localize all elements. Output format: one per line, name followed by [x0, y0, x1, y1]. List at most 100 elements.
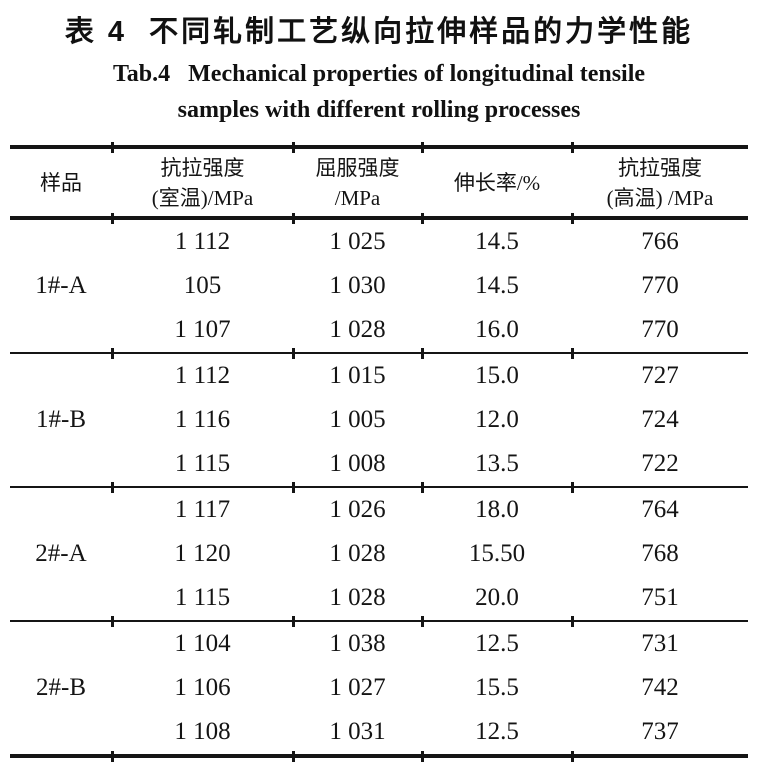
cell-tensile-rt: 1 115	[174, 584, 231, 611]
cell-tensile-rt: 105	[183, 272, 222, 299]
column-divider-tick	[291, 142, 295, 153]
column-divider-tick	[110, 482, 114, 493]
column-divider-tick	[291, 348, 295, 359]
cell-yield: 1 015	[329, 362, 386, 389]
cell-tensile-ht: 737	[641, 718, 679, 745]
table-row: 1 108 1 031 12.5 737	[10, 710, 748, 756]
cell-tensile-rt: 1 116	[174, 406, 231, 433]
column-divider-tick	[570, 142, 574, 153]
col-header-yield-line2: /MPa	[334, 185, 381, 210]
table-row: 1#-B 1 112 1 015 15.0 727	[10, 353, 748, 433]
cell-tensile-ht: 766	[641, 228, 679, 255]
table-row: 1 107 1 028 16.0 770	[10, 308, 748, 353]
column-divider-tick	[420, 348, 424, 359]
cell-tensile-rt: 1 117	[174, 496, 231, 523]
column-divider-tick	[570, 213, 574, 224]
cell-elongation: 16.0	[475, 316, 519, 343]
cell-tensile-rt: 1 120	[174, 540, 231, 567]
col-header-tensile-rt-line2: (室温)/MPa	[151, 185, 254, 210]
table-title-english-line2: samples with different rolling processes	[177, 97, 581, 123]
cell-yield: 1 008	[329, 450, 386, 477]
column-divider-tick	[570, 616, 574, 627]
col-header-sample-label: 样品	[40, 170, 82, 195]
sample-label: 1#-A	[35, 272, 87, 299]
column-divider-tick	[420, 213, 424, 224]
cell-tensile-rt: 1 106	[174, 674, 231, 701]
sample-label: 2#-A	[35, 540, 87, 567]
column-divider-tick	[420, 482, 424, 493]
cell-tensile-rt: 1 108	[174, 718, 231, 745]
col-header-tensile-rt: 抗拉强度 (室温)/MPa	[112, 147, 293, 218]
cell-tensile-rt: 1 115	[174, 450, 231, 477]
cell-elongation: 15.5	[475, 674, 519, 701]
table-header: 样品 抗拉强度 (室温)/MPa 屈服强度 /MPa 伸长率/% 抗拉强度	[10, 147, 748, 218]
cell-yield: 1 030	[329, 272, 386, 299]
cell-yield: 1 025	[329, 228, 386, 255]
col-header-yield-line1: 屈服强度	[315, 155, 400, 180]
cell-yield: 1 005	[329, 406, 386, 433]
column-divider-tick	[291, 213, 295, 224]
table-title-chinese: 表 4 不同轧制工艺纵向拉伸样品的力学性能	[64, 16, 694, 48]
cell-yield: 1 026	[329, 496, 386, 523]
cell-elongation: 15.0	[475, 362, 519, 389]
table-row: 1 115 1 008 13.5 722	[10, 442, 748, 487]
column-divider-tick	[420, 616, 424, 627]
table-row: 1#-A 1 112 1 025 14.5 766	[10, 218, 748, 299]
cell-yield: 1 028	[329, 584, 386, 611]
cell-tensile-ht: 768	[641, 540, 679, 567]
column-divider-tick	[110, 142, 114, 153]
cell-tensile-ht: 764	[641, 496, 679, 523]
mechanical-properties-table: 样品 抗拉强度 (室温)/MPa 屈服强度 /MPa 伸长率/% 抗拉强度	[10, 145, 748, 758]
cell-elongation: 13.5	[475, 450, 519, 477]
cell-elongation: 12.0	[475, 406, 519, 433]
cell-tensile-rt: 1 104	[174, 630, 231, 657]
cell-tensile-ht: 722	[641, 450, 679, 477]
column-divider-tick	[291, 616, 295, 627]
col-header-yield: 屈服强度 /MPa	[293, 147, 422, 218]
table-row: 1 120 1 028 15.50 768	[10, 532, 748, 576]
cell-tensile-rt: 1 107	[174, 316, 231, 343]
col-header-tensile-rt-line1: 抗拉强度	[160, 155, 245, 180]
table-wrapper: 样品 抗拉强度 (室温)/MPa 屈服强度 /MPa 伸长率/% 抗拉强度	[10, 142, 748, 762]
column-divider-tick	[110, 348, 114, 359]
col-header-sample: 样品	[10, 147, 112, 218]
cell-yield: 1 028	[329, 540, 386, 567]
table-row: 1 116 1 005 12.0 724	[10, 398, 748, 442]
cell-tensile-ht: 724	[641, 406, 679, 433]
cell-yield: 1 028	[329, 316, 386, 343]
cell-elongation: 14.5	[475, 272, 519, 299]
cell-tensile-rt: 1 112	[174, 362, 231, 389]
cell-tensile-ht: 770	[641, 272, 679, 299]
header-row: 样品 抗拉强度 (室温)/MPa 屈服强度 /MPa 伸长率/% 抗拉强度	[10, 147, 748, 218]
column-divider-tick	[570, 348, 574, 359]
cell-tensile-ht: 727	[641, 362, 679, 389]
column-divider-tick	[110, 213, 114, 224]
cell-elongation: 15.50	[468, 540, 526, 567]
col-header-tensile-ht: 抗拉强度 (高温) /MPa	[572, 147, 748, 218]
sample-label: 2#-B	[36, 674, 86, 701]
column-divider-tick	[570, 751, 574, 762]
cell-yield: 1 031	[329, 718, 386, 745]
column-divider-tick	[420, 142, 424, 153]
cell-elongation: 14.5	[475, 228, 519, 255]
table-row: 2#-B 1 104 1 038 12.5 731	[10, 621, 748, 701]
cell-elongation: 12.5	[475, 630, 519, 657]
cell-elongation: 20.0	[475, 584, 519, 611]
cell-tensile-ht: 742	[641, 674, 679, 701]
col-header-tensile-ht-line1: 抗拉强度	[618, 155, 702, 180]
table-body: 1#-A 1 112 1 025 14.5 766 105 1 030 14.5…	[10, 218, 748, 756]
column-divider-tick	[291, 751, 295, 762]
cell-elongation: 12.5	[475, 718, 519, 745]
column-divider-tick	[110, 616, 114, 627]
col-header-elongation-label: 伸长率/%	[453, 170, 541, 195]
cell-yield: 1 027	[329, 674, 386, 701]
table-row: 1 115 1 028 20.0 751	[10, 576, 748, 621]
cell-tensile-ht: 731	[641, 630, 679, 657]
column-divider-tick	[291, 482, 295, 493]
cell-tensile-ht: 751	[641, 584, 679, 611]
table-title-english-line1: Tab.4 Mechanical properties of longitudi…	[112, 61, 646, 87]
column-divider-tick	[420, 751, 424, 762]
column-divider-tick	[570, 482, 574, 493]
table-row: 2#-A 1 117 1 026 18.0 764	[10, 487, 748, 567]
